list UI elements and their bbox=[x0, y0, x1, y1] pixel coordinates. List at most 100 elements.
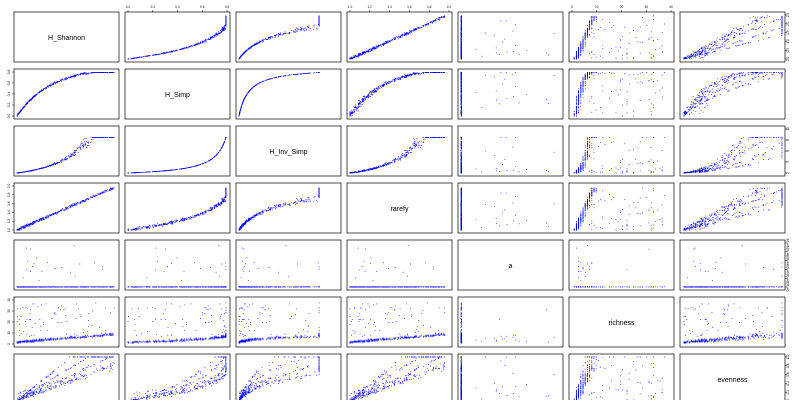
data-point bbox=[298, 74, 299, 75]
data-point bbox=[755, 23, 756, 24]
data-point bbox=[629, 43, 630, 44]
data-point bbox=[717, 91, 718, 92]
data-point bbox=[256, 43, 257, 44]
data-point bbox=[211, 37, 212, 38]
data-point bbox=[279, 34, 280, 35]
data-point bbox=[377, 90, 378, 91]
data-point bbox=[308, 27, 309, 28]
data-point bbox=[461, 24, 462, 25]
data-point bbox=[388, 81, 389, 82]
panel-h-shannon-vs-h-shannon: H_Shannon bbox=[14, 12, 119, 62]
data-point bbox=[461, 113, 462, 114]
data-point bbox=[662, 52, 663, 53]
data-point bbox=[646, 72, 647, 73]
data-point bbox=[726, 34, 727, 35]
data-point bbox=[653, 55, 654, 56]
data-point bbox=[461, 83, 462, 84]
data-point bbox=[461, 47, 462, 48]
data-point bbox=[179, 49, 180, 50]
data-point bbox=[732, 75, 733, 76]
data-point bbox=[313, 29, 314, 30]
data-point bbox=[496, 47, 497, 48]
data-point bbox=[388, 83, 389, 84]
data-point bbox=[727, 80, 728, 81]
data-point bbox=[587, 35, 588, 36]
data-point bbox=[701, 48, 702, 49]
data-point bbox=[653, 105, 654, 106]
data-point bbox=[272, 78, 273, 79]
data-point bbox=[657, 80, 658, 81]
data-point bbox=[398, 37, 399, 38]
data-point bbox=[275, 35, 276, 36]
data-point bbox=[67, 78, 68, 79]
data-point bbox=[54, 82, 55, 83]
data-point bbox=[720, 94, 721, 95]
data-point bbox=[698, 50, 699, 51]
data-point bbox=[702, 54, 703, 55]
data-point bbox=[21, 111, 22, 112]
data-point bbox=[387, 41, 388, 42]
data-point bbox=[653, 40, 654, 41]
data-point bbox=[285, 75, 286, 76]
data-point bbox=[195, 44, 196, 45]
data-point bbox=[653, 81, 654, 82]
data-point bbox=[711, 44, 712, 45]
data-point bbox=[589, 74, 590, 75]
data-point bbox=[500, 72, 501, 73]
data-point bbox=[732, 32, 733, 33]
data-point bbox=[309, 73, 310, 74]
data-point bbox=[375, 47, 376, 48]
data-point bbox=[406, 32, 407, 33]
data-point bbox=[723, 81, 724, 82]
data-point bbox=[283, 33, 284, 34]
data-point bbox=[725, 78, 726, 79]
data-point bbox=[297, 29, 298, 30]
data-point bbox=[416, 73, 417, 74]
data-point bbox=[372, 91, 373, 92]
data-point bbox=[308, 30, 309, 31]
data-point bbox=[402, 76, 403, 77]
data-point bbox=[633, 57, 634, 58]
data-point bbox=[439, 17, 440, 18]
data-point bbox=[299, 73, 300, 74]
data-point bbox=[580, 87, 581, 88]
data-point bbox=[583, 85, 584, 86]
data-point bbox=[266, 79, 267, 80]
data-point bbox=[763, 34, 764, 35]
data-point bbox=[710, 48, 711, 49]
data-point bbox=[35, 95, 36, 96]
data-point bbox=[103, 72, 104, 73]
data-point bbox=[243, 100, 244, 101]
data-point bbox=[722, 85, 723, 86]
data-point bbox=[578, 50, 579, 51]
data-point bbox=[390, 41, 391, 42]
data-point bbox=[375, 90, 376, 91]
data-point bbox=[170, 51, 171, 52]
data-point bbox=[186, 47, 187, 48]
data-point bbox=[164, 52, 165, 53]
data-point bbox=[706, 54, 707, 55]
data-point bbox=[611, 27, 612, 28]
data-point bbox=[580, 41, 581, 42]
data-point bbox=[585, 82, 586, 83]
data-point bbox=[781, 77, 782, 78]
data-point bbox=[763, 39, 764, 40]
data-point bbox=[600, 73, 601, 74]
data-point bbox=[578, 110, 579, 111]
data-point bbox=[633, 111, 634, 112]
data-point bbox=[740, 77, 741, 78]
data-point bbox=[245, 51, 246, 52]
data-point bbox=[780, 19, 781, 20]
data-point bbox=[319, 72, 320, 73]
data-point bbox=[596, 72, 597, 73]
data-point bbox=[602, 19, 603, 20]
data-point bbox=[245, 96, 246, 97]
data-point bbox=[546, 99, 547, 100]
data-point bbox=[740, 34, 741, 35]
data-point bbox=[740, 73, 741, 74]
data-point bbox=[691, 58, 692, 59]
data-point bbox=[52, 83, 53, 84]
data-point bbox=[722, 38, 723, 39]
data-point bbox=[50, 84, 51, 85]
data-point bbox=[627, 99, 628, 100]
